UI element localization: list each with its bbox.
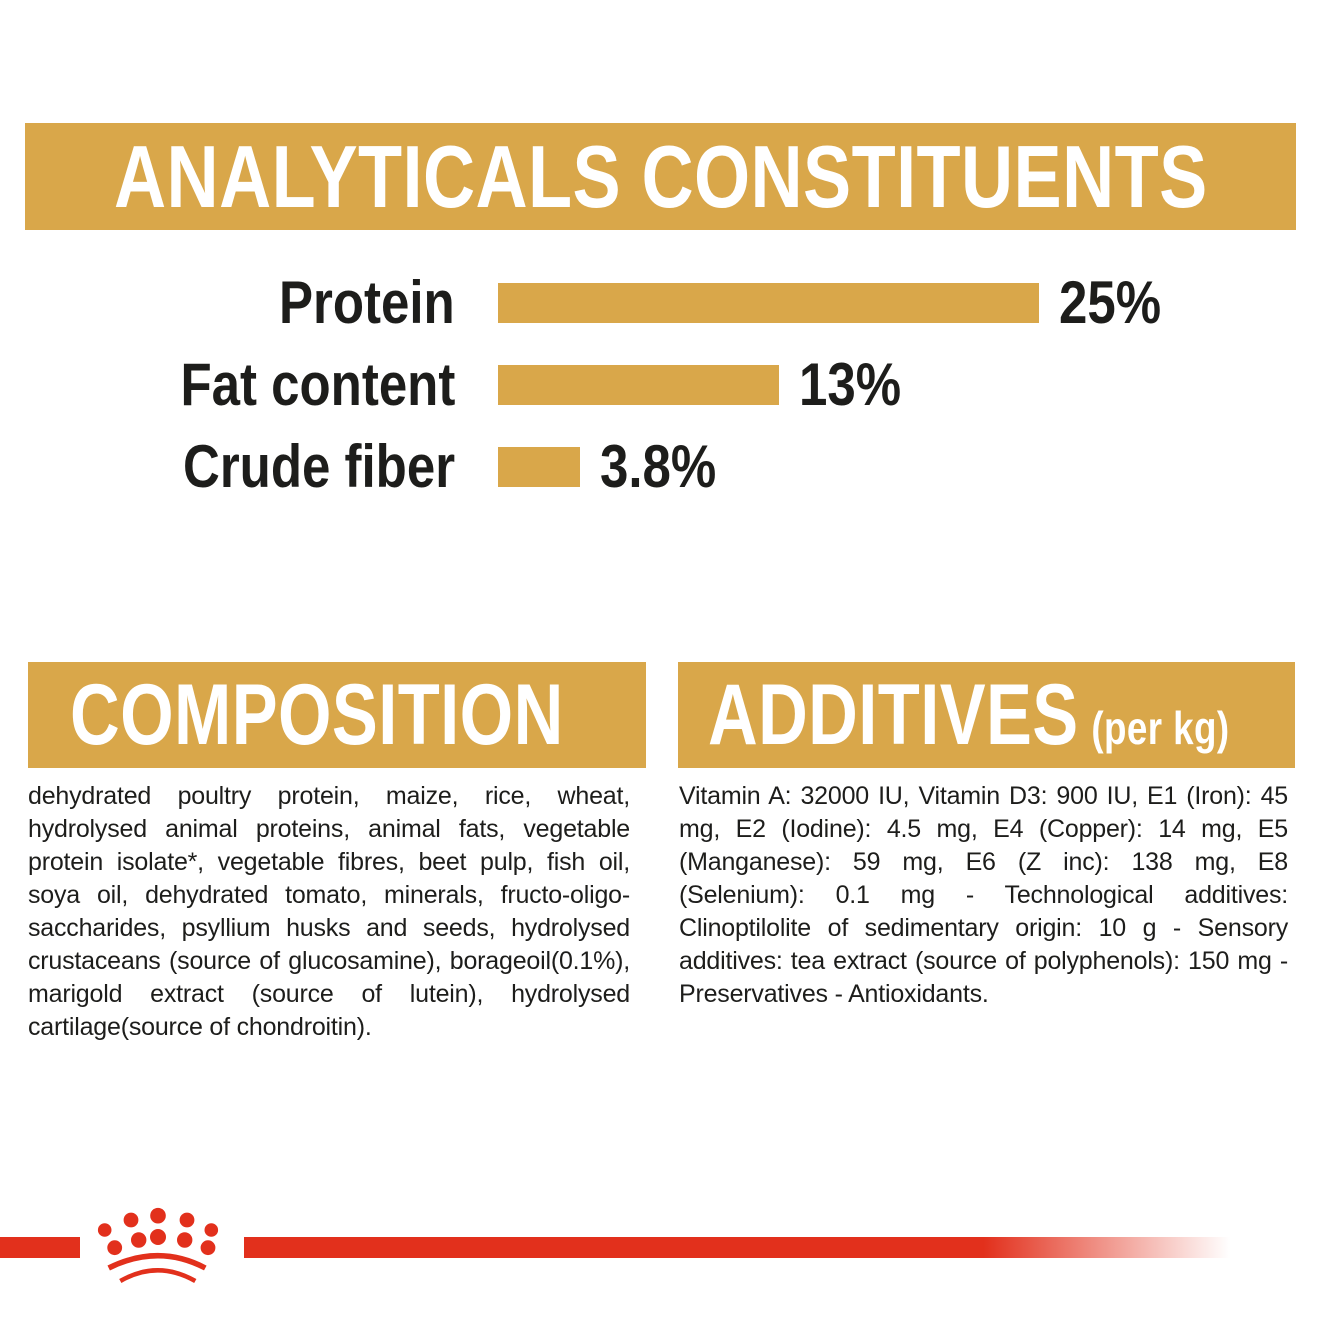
additives-title-main: ADDITIVES <box>708 667 1079 763</box>
chart-category-label: Protein <box>0 273 455 333</box>
chart-category-label: Fat content <box>0 355 455 415</box>
chart-row-fat-content: Fat content 13% <box>0 355 1320 415</box>
chart-category-label-text: Crude fiber <box>182 433 455 500</box>
chart-value-label: 25% <box>1059 273 1179 333</box>
chart-category-label-text: Protein <box>279 269 455 336</box>
chart-category-label: Crude fiber <box>0 437 455 497</box>
additives-per-kg-suffix: (per kg) <box>1091 702 1230 754</box>
chart-value-label-text: 25% <box>1059 269 1162 336</box>
additives-text: Vitamin A: 32000 IU, Vitamin D3: 900 IU,… <box>679 782 1288 1008</box>
composition-banner: COMPOSITION <box>28 662 646 768</box>
chart-bar <box>498 283 1039 323</box>
analyticals-title: ANALYTICALS CONSTITUENTS <box>113 126 1208 226</box>
brand-stripe-left <box>0 1237 80 1258</box>
chart-value-label-text: 13% <box>799 351 902 418</box>
chart-row-crude-fiber: Crude fiber 3.8% <box>0 437 1320 497</box>
composition-title: COMPOSITION <box>70 667 564 763</box>
chart-bar <box>498 447 580 487</box>
additives-banner: ADDITIVES (per kg) <box>678 662 1295 768</box>
chart-value-label: 3.8% <box>600 437 737 497</box>
chart-bar <box>498 365 779 405</box>
brand-stripe-right <box>244 1237 1230 1258</box>
chart-category-label-text: Fat content <box>180 351 455 418</box>
composition-text: dehydrated poultry protein, maize, rice,… <box>28 782 630 1041</box>
analyticals-banner: ANALYTICALS CONSTITUENTS <box>25 123 1296 230</box>
additives-title: ADDITIVES (per kg) <box>708 672 1230 758</box>
chart-value-label-text: 3.8% <box>600 433 717 500</box>
chart-value-label: 13% <box>799 355 919 415</box>
chart-row-protein: Protein 25% <box>0 273 1320 333</box>
royal-canin-crown-icon <box>97 1207 219 1283</box>
